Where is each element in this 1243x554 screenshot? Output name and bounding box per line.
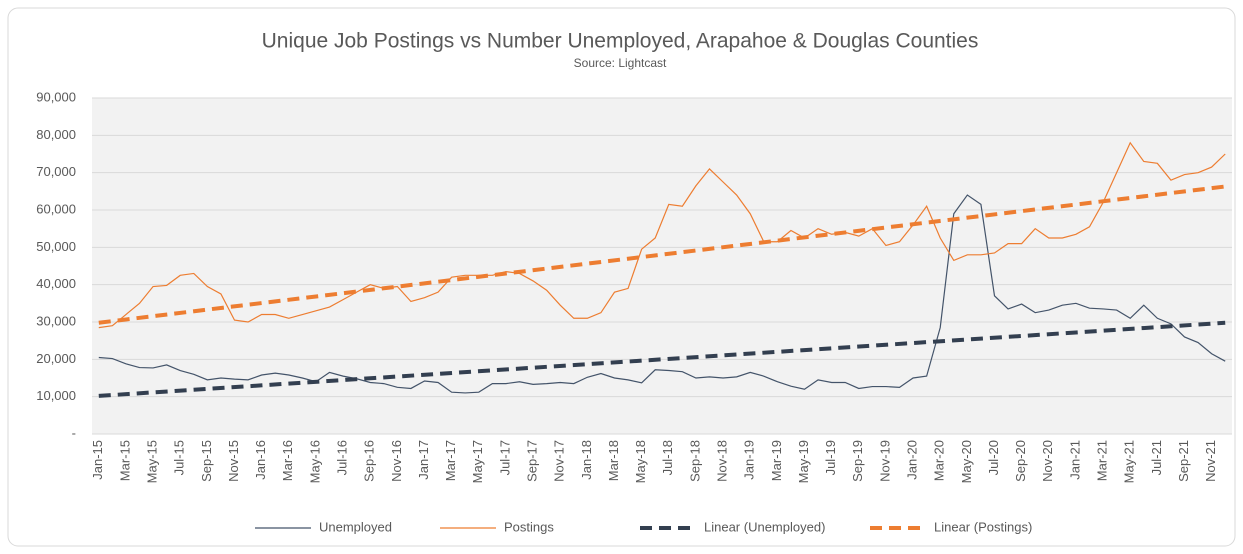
x-tick-label: Sep-15 bbox=[199, 440, 214, 482]
y-tick-label: 10,000 bbox=[36, 388, 76, 403]
x-tick-label: Nov-15 bbox=[226, 440, 241, 482]
x-tick-label: May-20 bbox=[959, 440, 974, 483]
x-tick-label: Jan-21 bbox=[1067, 440, 1082, 480]
x-tick-label: Jul-16 bbox=[335, 440, 350, 475]
legend-label: Linear (Unemployed) bbox=[704, 519, 825, 534]
x-tick-label: Nov-19 bbox=[877, 440, 892, 482]
x-tick-label: Mar-17 bbox=[443, 440, 458, 481]
x-tick-label: Jul-19 bbox=[823, 440, 838, 475]
x-tick-label: Sep-21 bbox=[1176, 440, 1191, 482]
y-tick-label: - bbox=[72, 425, 76, 440]
x-tick-label: Jan-15 bbox=[90, 440, 105, 480]
x-tick-label: Nov-16 bbox=[389, 440, 404, 482]
x-tick-label: Jan-18 bbox=[579, 440, 594, 480]
x-tick-label: Mar-15 bbox=[117, 440, 132, 481]
x-tick-label: Jan-19 bbox=[742, 440, 757, 480]
series-line bbox=[98, 194, 1226, 394]
x-tick-label: Mar-19 bbox=[769, 440, 784, 481]
x-tick-label: Mar-20 bbox=[932, 440, 947, 481]
x-tick-label: Jan-16 bbox=[253, 440, 268, 480]
y-tick-label: 50,000 bbox=[36, 239, 76, 254]
trend-line bbox=[98, 320, 1226, 398]
x-tick-label: Nov-18 bbox=[715, 440, 730, 482]
x-tick-label: May-16 bbox=[307, 440, 322, 483]
x-tick-label: Mar-16 bbox=[280, 440, 295, 481]
x-tick-label: Sep-20 bbox=[1013, 440, 1028, 482]
x-tick-label: Sep-18 bbox=[687, 440, 702, 482]
x-tick-label: Jul-15 bbox=[172, 440, 187, 475]
x-tick-label: Mar-18 bbox=[606, 440, 621, 481]
x-tick-label: Jul-17 bbox=[497, 440, 512, 475]
x-tick-label: Mar-21 bbox=[1095, 440, 1110, 481]
x-tick-label: Jan-17 bbox=[416, 440, 431, 480]
x-tick-label: May-19 bbox=[796, 440, 811, 483]
x-tick-label: Sep-16 bbox=[362, 440, 377, 482]
x-tick-label: Nov-21 bbox=[1203, 440, 1218, 482]
x-tick-label: Nov-20 bbox=[1040, 440, 1055, 482]
plot-area bbox=[92, 98, 1232, 434]
y-tick-label: 60,000 bbox=[36, 201, 76, 216]
x-tick-label: Nov-17 bbox=[552, 440, 567, 482]
y-tick-label: 70,000 bbox=[36, 164, 76, 179]
x-tick-label: Sep-17 bbox=[525, 440, 540, 482]
x-tick-label: Jul-21 bbox=[1149, 440, 1164, 475]
y-tick-label: 30,000 bbox=[36, 313, 76, 328]
x-tick-label: Jul-20 bbox=[986, 440, 1001, 475]
chart-subtitle: Source: Lightcast bbox=[574, 56, 667, 70]
series-line bbox=[98, 141, 1226, 329]
y-tick-label: 80,000 bbox=[36, 127, 76, 142]
x-tick-label: Jul-18 bbox=[660, 440, 675, 475]
y-tick-label: 20,000 bbox=[36, 351, 76, 366]
legend-label: Postings bbox=[504, 519, 554, 534]
legend-label: Unemployed bbox=[319, 519, 392, 534]
y-tick-label: 40,000 bbox=[36, 276, 76, 291]
x-tick-label: Jan-20 bbox=[905, 440, 920, 480]
x-tick-label: Sep-19 bbox=[850, 440, 865, 482]
x-tick-label: May-15 bbox=[145, 440, 160, 483]
chart-title: Unique Job Postings vs Number Unemployed… bbox=[262, 30, 979, 53]
y-tick-label: 90,000 bbox=[36, 89, 76, 104]
legend-label: Linear (Postings) bbox=[934, 519, 1032, 534]
x-tick-label: May-17 bbox=[470, 440, 485, 483]
x-tick-label: May-21 bbox=[1122, 440, 1137, 483]
x-tick-label: May-18 bbox=[633, 440, 648, 483]
